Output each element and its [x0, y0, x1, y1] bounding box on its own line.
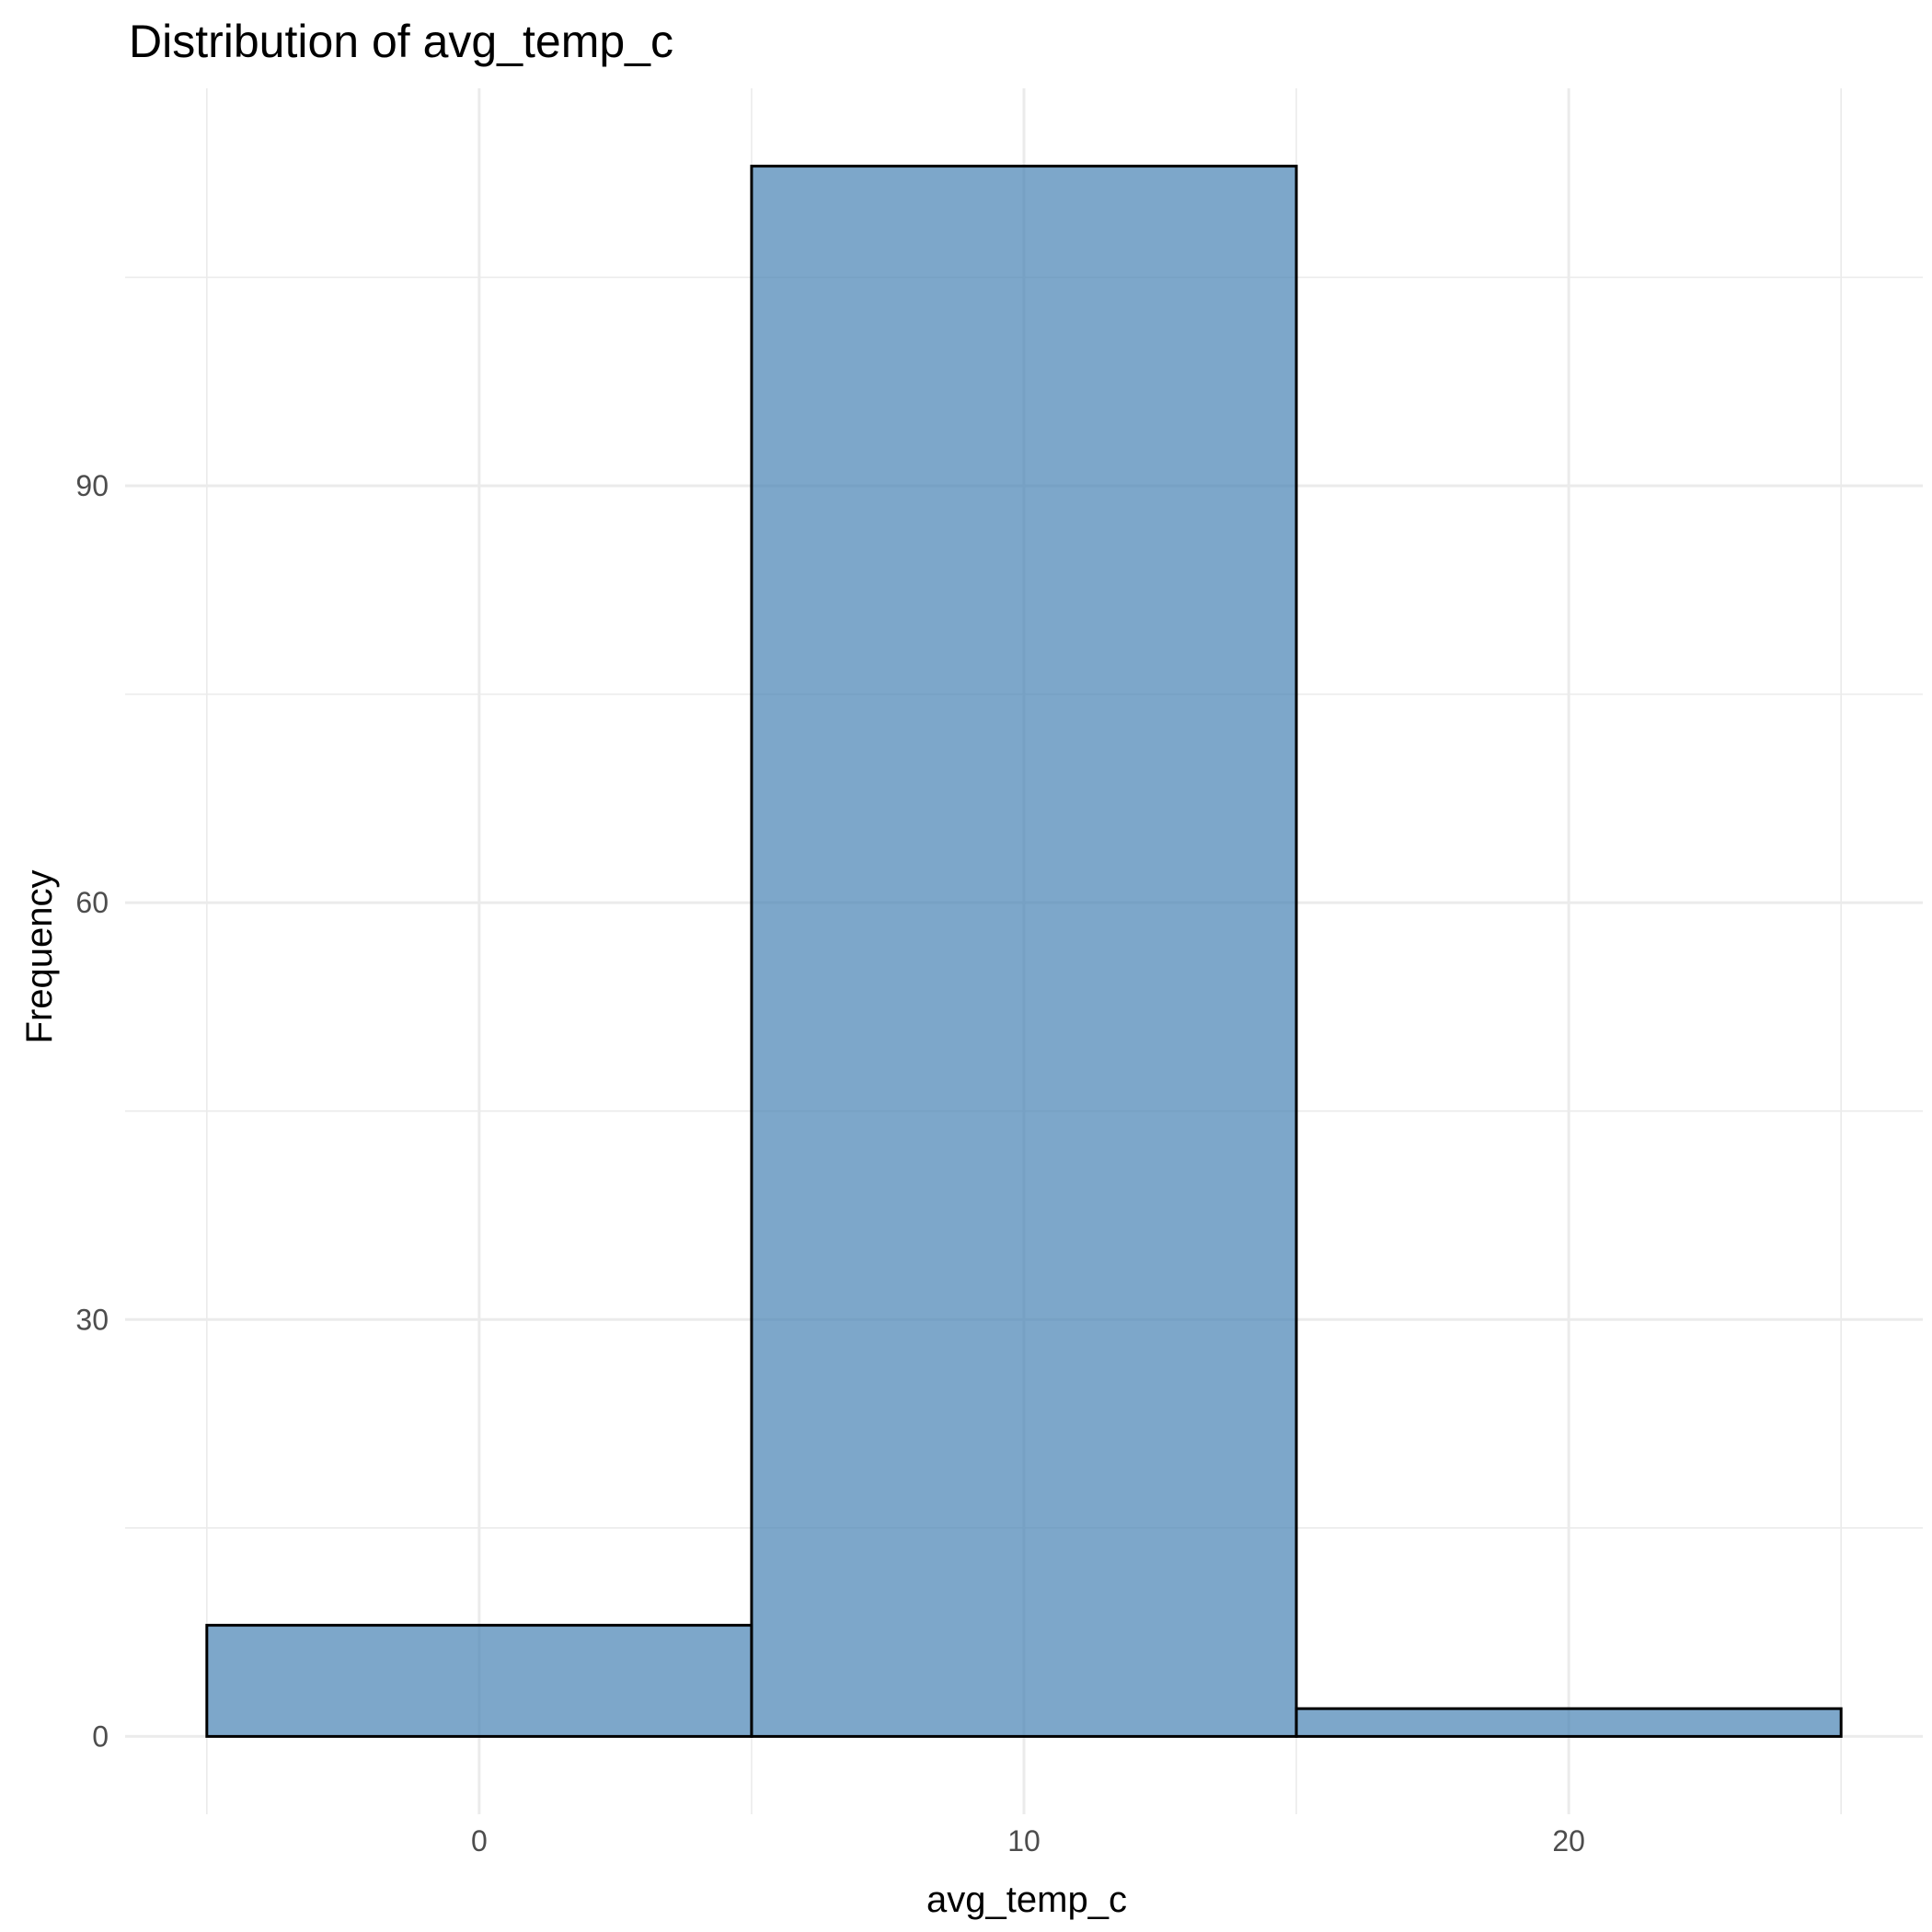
bars [205, 165, 1843, 1738]
x-axis-title: avg_temp_c [926, 1880, 1127, 1920]
y-tick-label: 60 [75, 886, 109, 919]
x-tick-label: 10 [1007, 1824, 1041, 1857]
y-tick-label: 90 [75, 469, 109, 502]
chart-title: Distribution of avg_temp_c [129, 16, 673, 67]
y-tick-label: 30 [75, 1303, 109, 1336]
histogram-bar-2 [750, 165, 1298, 1738]
x-tick-label: 0 [471, 1824, 488, 1857]
histogram-bar-3 [1294, 1707, 1843, 1738]
y-tick-label: 0 [92, 1719, 109, 1753]
tick-labels: 0 10 20 0 30 60 90 [75, 469, 1585, 1857]
histogram-bar-1 [205, 1624, 753, 1738]
y-axis-title: Frequency [19, 870, 60, 1044]
x-tick-label: 20 [1552, 1824, 1585, 1857]
